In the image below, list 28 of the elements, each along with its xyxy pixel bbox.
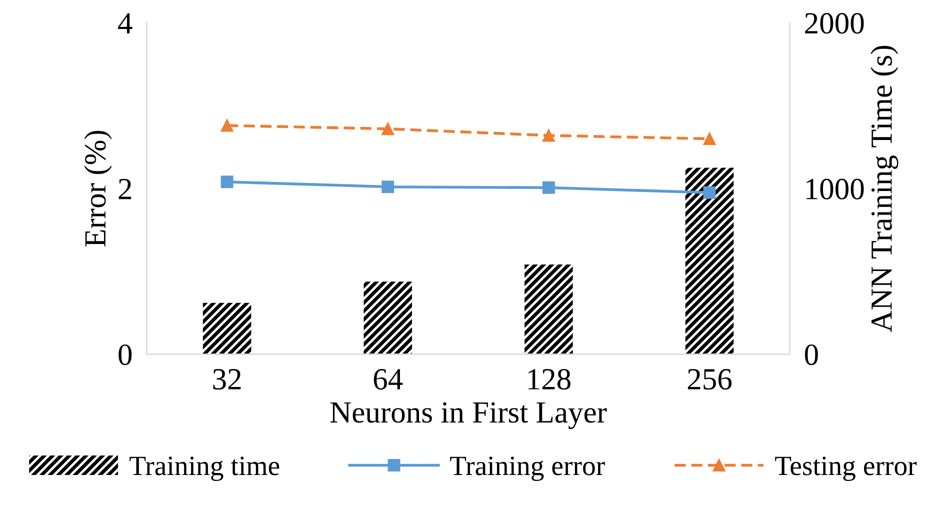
x-tick-label: 256 xyxy=(688,369,732,390)
point xyxy=(542,129,555,142)
x-tick-label: 64 xyxy=(374,369,403,390)
point xyxy=(703,186,716,199)
point xyxy=(382,180,394,194)
x-tick-label: 32 xyxy=(213,369,241,390)
point xyxy=(542,181,555,194)
legend-label: Training error xyxy=(450,456,605,481)
bar xyxy=(524,264,573,354)
y-axis-title: Error (%) xyxy=(84,130,112,247)
x-axis-title: Neurons in First Layer xyxy=(330,402,607,430)
y-tick-label: 0 xyxy=(118,344,132,366)
legend-label: Testing error xyxy=(775,456,917,481)
point xyxy=(220,119,234,132)
point xyxy=(382,122,394,136)
y-tick-label: 4 xyxy=(118,13,132,34)
bar xyxy=(364,282,412,354)
point xyxy=(220,176,234,188)
legend-label: Training time xyxy=(130,456,280,481)
bar xyxy=(202,302,252,354)
y-tick-label: 2 xyxy=(118,178,132,200)
y2-tick-label: 0 xyxy=(804,344,818,366)
bar xyxy=(685,168,734,354)
y2-tick-label: 2000 xyxy=(805,13,864,34)
y2-tick-label: 1000 xyxy=(806,178,864,200)
point xyxy=(703,132,716,146)
x-tick-label: 128 xyxy=(528,368,570,390)
y2-axis-title: ANN Training Time (s) xyxy=(870,46,898,332)
